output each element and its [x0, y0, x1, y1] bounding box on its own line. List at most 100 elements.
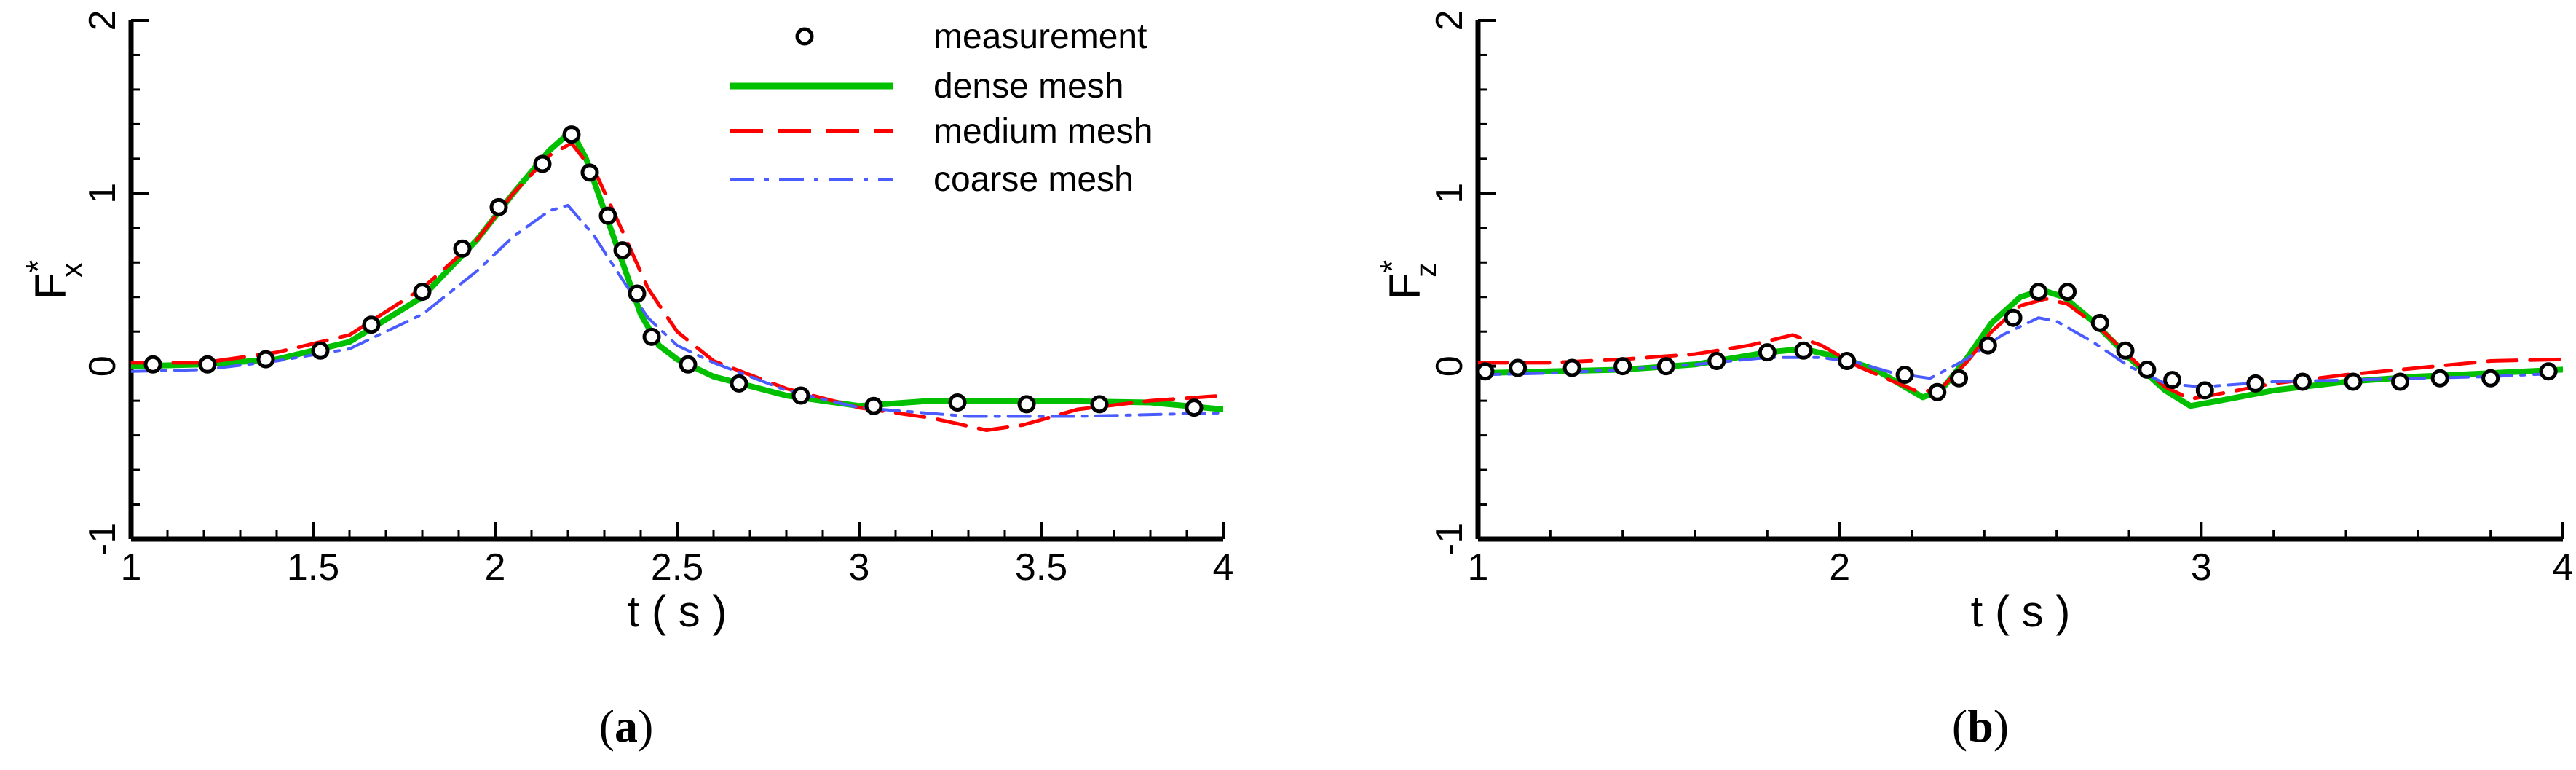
measurement-marker — [642, 327, 661, 346]
measurement-marker — [730, 374, 748, 393]
measurement-marker — [679, 355, 698, 374]
y-tick-label: 0 — [1429, 355, 1471, 377]
series-line-coarse-mesh — [1478, 316, 2563, 389]
legend-label-medium-mesh: medium mesh — [933, 112, 1153, 151]
x-ticks: 1 1.5 2 2.5 3 3.5 4 — [121, 522, 1234, 589]
measurement-marker — [948, 393, 967, 412]
measurement-marker — [533, 154, 552, 173]
series-line-coarse-mesh — [131, 203, 1223, 418]
x-tick-label: 1 — [121, 546, 142, 589]
measurement-marker — [1707, 352, 1726, 371]
measurement-marker — [2163, 371, 2182, 390]
measurement-marker — [1656, 357, 1675, 376]
x-tick-label: 2.5 — [651, 546, 703, 589]
y-tick-label: 2 — [1429, 10, 1471, 31]
legend-item-coarse-mesh: coarse mesh — [730, 160, 1134, 199]
measurement-marker — [362, 315, 381, 334]
chart-panel-b: 1 2 3 4 -1 0 1 2 t ( s ) F*z (b) — [1373, 10, 2573, 752]
x-tick-label: 1.5 — [287, 546, 339, 589]
measurement-marker — [1978, 336, 1997, 355]
x-tick-label: 1 — [1468, 546, 1489, 589]
measurement-marker — [2138, 360, 2157, 379]
measurement-marker — [1794, 341, 1813, 360]
series-line-dense-mesh — [131, 127, 1223, 412]
y-tick-label: -1 — [82, 522, 124, 556]
legend-item-medium-mesh: medium mesh — [730, 112, 1153, 151]
measurement-marker — [1476, 362, 1495, 381]
measurement-marker — [1090, 395, 1109, 414]
measurement-marker — [1758, 343, 1777, 362]
x-tick-label: 3 — [849, 546, 870, 589]
x-axis-label: t ( s ) — [1971, 587, 2071, 636]
measurement-marker — [2344, 372, 2363, 391]
legend-label-coarse-mesh: coarse mesh — [933, 160, 1134, 199]
measurement-marker — [2391, 372, 2409, 391]
series-line-medium-mesh — [131, 141, 1223, 432]
x-tick-label: 2 — [1829, 546, 1850, 589]
measurement-marker — [2481, 369, 2500, 388]
x-tick-label: 2 — [485, 546, 506, 589]
legend: measurement dense mesh medium mesh coars… — [730, 17, 1153, 199]
measurement-marker — [864, 396, 883, 415]
measurement-marker — [1838, 352, 1857, 371]
legend-item-dense-mesh: dense mesh — [730, 67, 1124, 106]
measurement-marker — [2246, 374, 2265, 393]
x-tick-label: 3.5 — [1015, 546, 1067, 589]
measurement-marker — [1509, 358, 1528, 377]
measurement-marker — [613, 241, 632, 260]
measurement-marker — [143, 355, 162, 374]
marker-layer — [1476, 283, 2558, 401]
measurement-marker — [2116, 341, 2135, 360]
legend-marker-measurement — [795, 27, 814, 46]
legend-item-measurement: measurement — [795, 17, 1147, 56]
panel-label-a: (a) — [599, 700, 654, 752]
y-tick-label: -1 — [1429, 522, 1471, 556]
measurement-marker — [2058, 283, 2077, 302]
y-tick-label: 1 — [82, 183, 124, 204]
measurement-marker — [2004, 308, 2023, 327]
measurement-marker — [311, 341, 330, 360]
y-tick-label: 2 — [82, 10, 124, 31]
y-axis-label: F*x — [19, 260, 88, 300]
measurement-marker — [453, 239, 472, 258]
measurement-marker — [413, 283, 432, 302]
measurement-marker — [2090, 313, 2109, 332]
y-tick-label: 1 — [1429, 183, 1471, 204]
measurement-marker — [256, 350, 275, 369]
series-layer — [131, 127, 1223, 432]
measurement-marker — [2029, 283, 2048, 302]
measurement-marker — [1613, 357, 1632, 376]
measurement-marker — [1950, 369, 1969, 388]
measurement-marker — [2430, 369, 2449, 388]
measurement-marker — [489, 197, 508, 216]
legend-label-dense-mesh: dense mesh — [933, 67, 1124, 106]
x-tick-label: 3 — [2191, 546, 2212, 589]
measurement-marker — [628, 284, 647, 303]
y-ticks: -1 0 1 2 — [82, 10, 149, 556]
marker-layer — [143, 125, 1204, 417]
measurement-marker — [1185, 398, 1204, 417]
y-axis-label: F*z — [1373, 260, 1442, 300]
measurement-marker — [2293, 372, 2312, 391]
y-tick-label: 0 — [82, 355, 124, 377]
measurement-marker — [2195, 381, 2214, 400]
chart-panel-a: 1 1.5 2 2.5 3 3.5 4 -1 0 1 2 t ( s ) F*x measurem… — [19, 10, 1233, 752]
measurement-marker — [1562, 358, 1581, 377]
measurement-marker — [580, 163, 599, 182]
measurement-marker — [598, 206, 617, 225]
legend-label-measurement: measurement — [933, 17, 1147, 56]
y-ticks: -1 0 1 2 — [1429, 10, 1496, 556]
measurement-marker — [562, 125, 581, 144]
measurement-marker — [2539, 362, 2558, 381]
measurement-marker — [791, 386, 810, 405]
x-tick-label: 4 — [2553, 546, 2574, 589]
x-axis-label: t ( s ) — [628, 587, 727, 636]
measurement-marker — [1017, 395, 1036, 414]
measurement-marker — [1895, 366, 1914, 385]
x-tick-label: 4 — [1213, 546, 1234, 589]
measurement-marker — [1928, 382, 1947, 401]
panel-label-b: (b) — [1952, 700, 2009, 752]
measurement-marker — [198, 355, 217, 374]
x-ticks: 1 2 3 4 — [1468, 522, 2574, 589]
